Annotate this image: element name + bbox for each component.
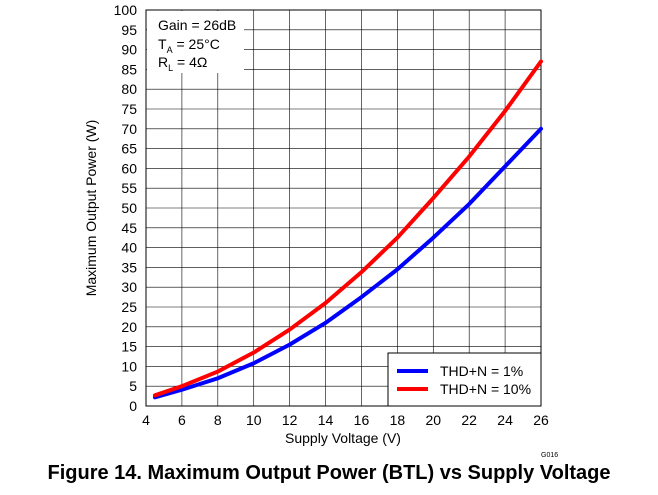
y-tick-label: 80 [121,81,137,97]
y-tick-label: 20 [121,319,137,335]
legend-label-2: THD+N = 10% [440,381,531,397]
y-tick-label: 25 [121,299,137,315]
legend: THD+N = 1% THD+N = 10% [387,352,542,407]
y-tick-label: 60 [121,160,137,176]
y-tick-label: 65 [121,141,137,157]
figure-caption: Figure 14. Maximum Output Power (BTL) vs… [47,462,611,484]
y-tick-label: 75 [121,101,137,117]
y-tick-label: 55 [121,180,137,196]
figure-code: G016 [541,452,558,459]
annotation-box: Gain = 26dB TA = 25°C RL = 4Ω [147,11,244,73]
chart: 0 5 10 15 20 25 30 35 40 45 50 55 60 65 70 75 80 85 90 95 10… [83,2,558,459]
y-axis-label: Maximum Output Power (W) [83,120,99,297]
y-tick-label: 35 [121,259,137,275]
y-tick-label: 5 [129,378,137,394]
annotation-gain: Gain = 26dB [158,17,236,33]
x-tick-label: 22 [461,412,477,428]
y-tick-label: 0 [129,398,137,414]
y-tick-label: 40 [121,240,137,256]
x-tick-label: 6 [178,412,186,428]
x-axis-label: Supply Voltage (V) [285,430,401,446]
y-tick-label: 90 [121,42,137,58]
grid [146,10,541,406]
y-tick-label: 45 [121,220,137,236]
y-tick-label: 10 [121,358,137,374]
series-layer [152,59,543,400]
x-tick-label: 20 [425,412,441,428]
series-line-1 [152,126,543,400]
legend-label-1: THD+N = 1% [440,363,523,379]
x-tick-label: 16 [354,412,370,428]
series-line-2 [152,59,543,398]
tick-labels: 0 5 10 15 20 25 30 35 40 45 50 55 60 65 70 75 80 85 90 95 10… [114,2,549,428]
x-tick-label: 4 [142,412,150,428]
x-tick-label: 18 [390,412,406,428]
y-tick-label: 95 [121,22,137,38]
y-tick-label: 30 [121,279,137,295]
x-tick-label: 12 [282,412,298,428]
y-tick-label: 50 [121,200,137,216]
x-tick-label: 8 [214,412,222,428]
y-tick-label: 15 [121,339,137,355]
y-tick-label: 70 [121,121,137,137]
x-tick-label: 14 [318,412,334,428]
x-tick-label: 10 [246,412,262,428]
x-tick-label: 26 [533,412,549,428]
annotation-ta: TA = 25°C [158,36,220,55]
y-tick-label: 100 [114,2,138,18]
annotation-rl: RL = 4Ω [158,54,207,73]
y-tick-label: 85 [121,61,137,77]
plot-frame [145,9,542,407]
x-tick-label: 24 [497,412,513,428]
